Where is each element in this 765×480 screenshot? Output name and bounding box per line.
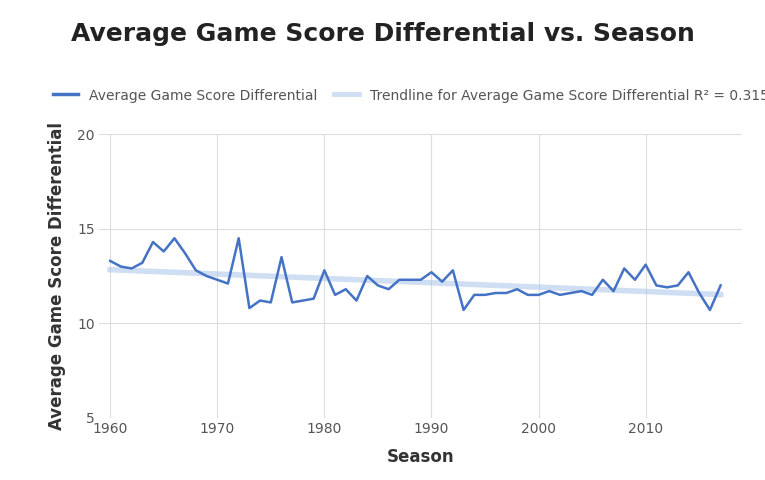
X-axis label: Season: Season bbox=[387, 447, 454, 466]
Y-axis label: Average Game Score Differential: Average Game Score Differential bbox=[48, 122, 66, 430]
Legend: Average Game Score Differential, Trendline for Average Game Score Differential R: Average Game Score Differential, Trendli… bbox=[53, 88, 765, 103]
Text: Average Game Score Differential vs. Season: Average Game Score Differential vs. Seas… bbox=[70, 22, 695, 46]
